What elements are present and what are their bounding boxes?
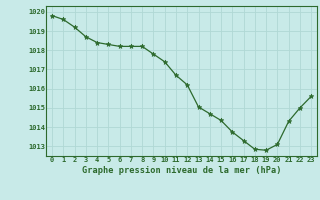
X-axis label: Graphe pression niveau de la mer (hPa): Graphe pression niveau de la mer (hPa): [82, 166, 281, 175]
